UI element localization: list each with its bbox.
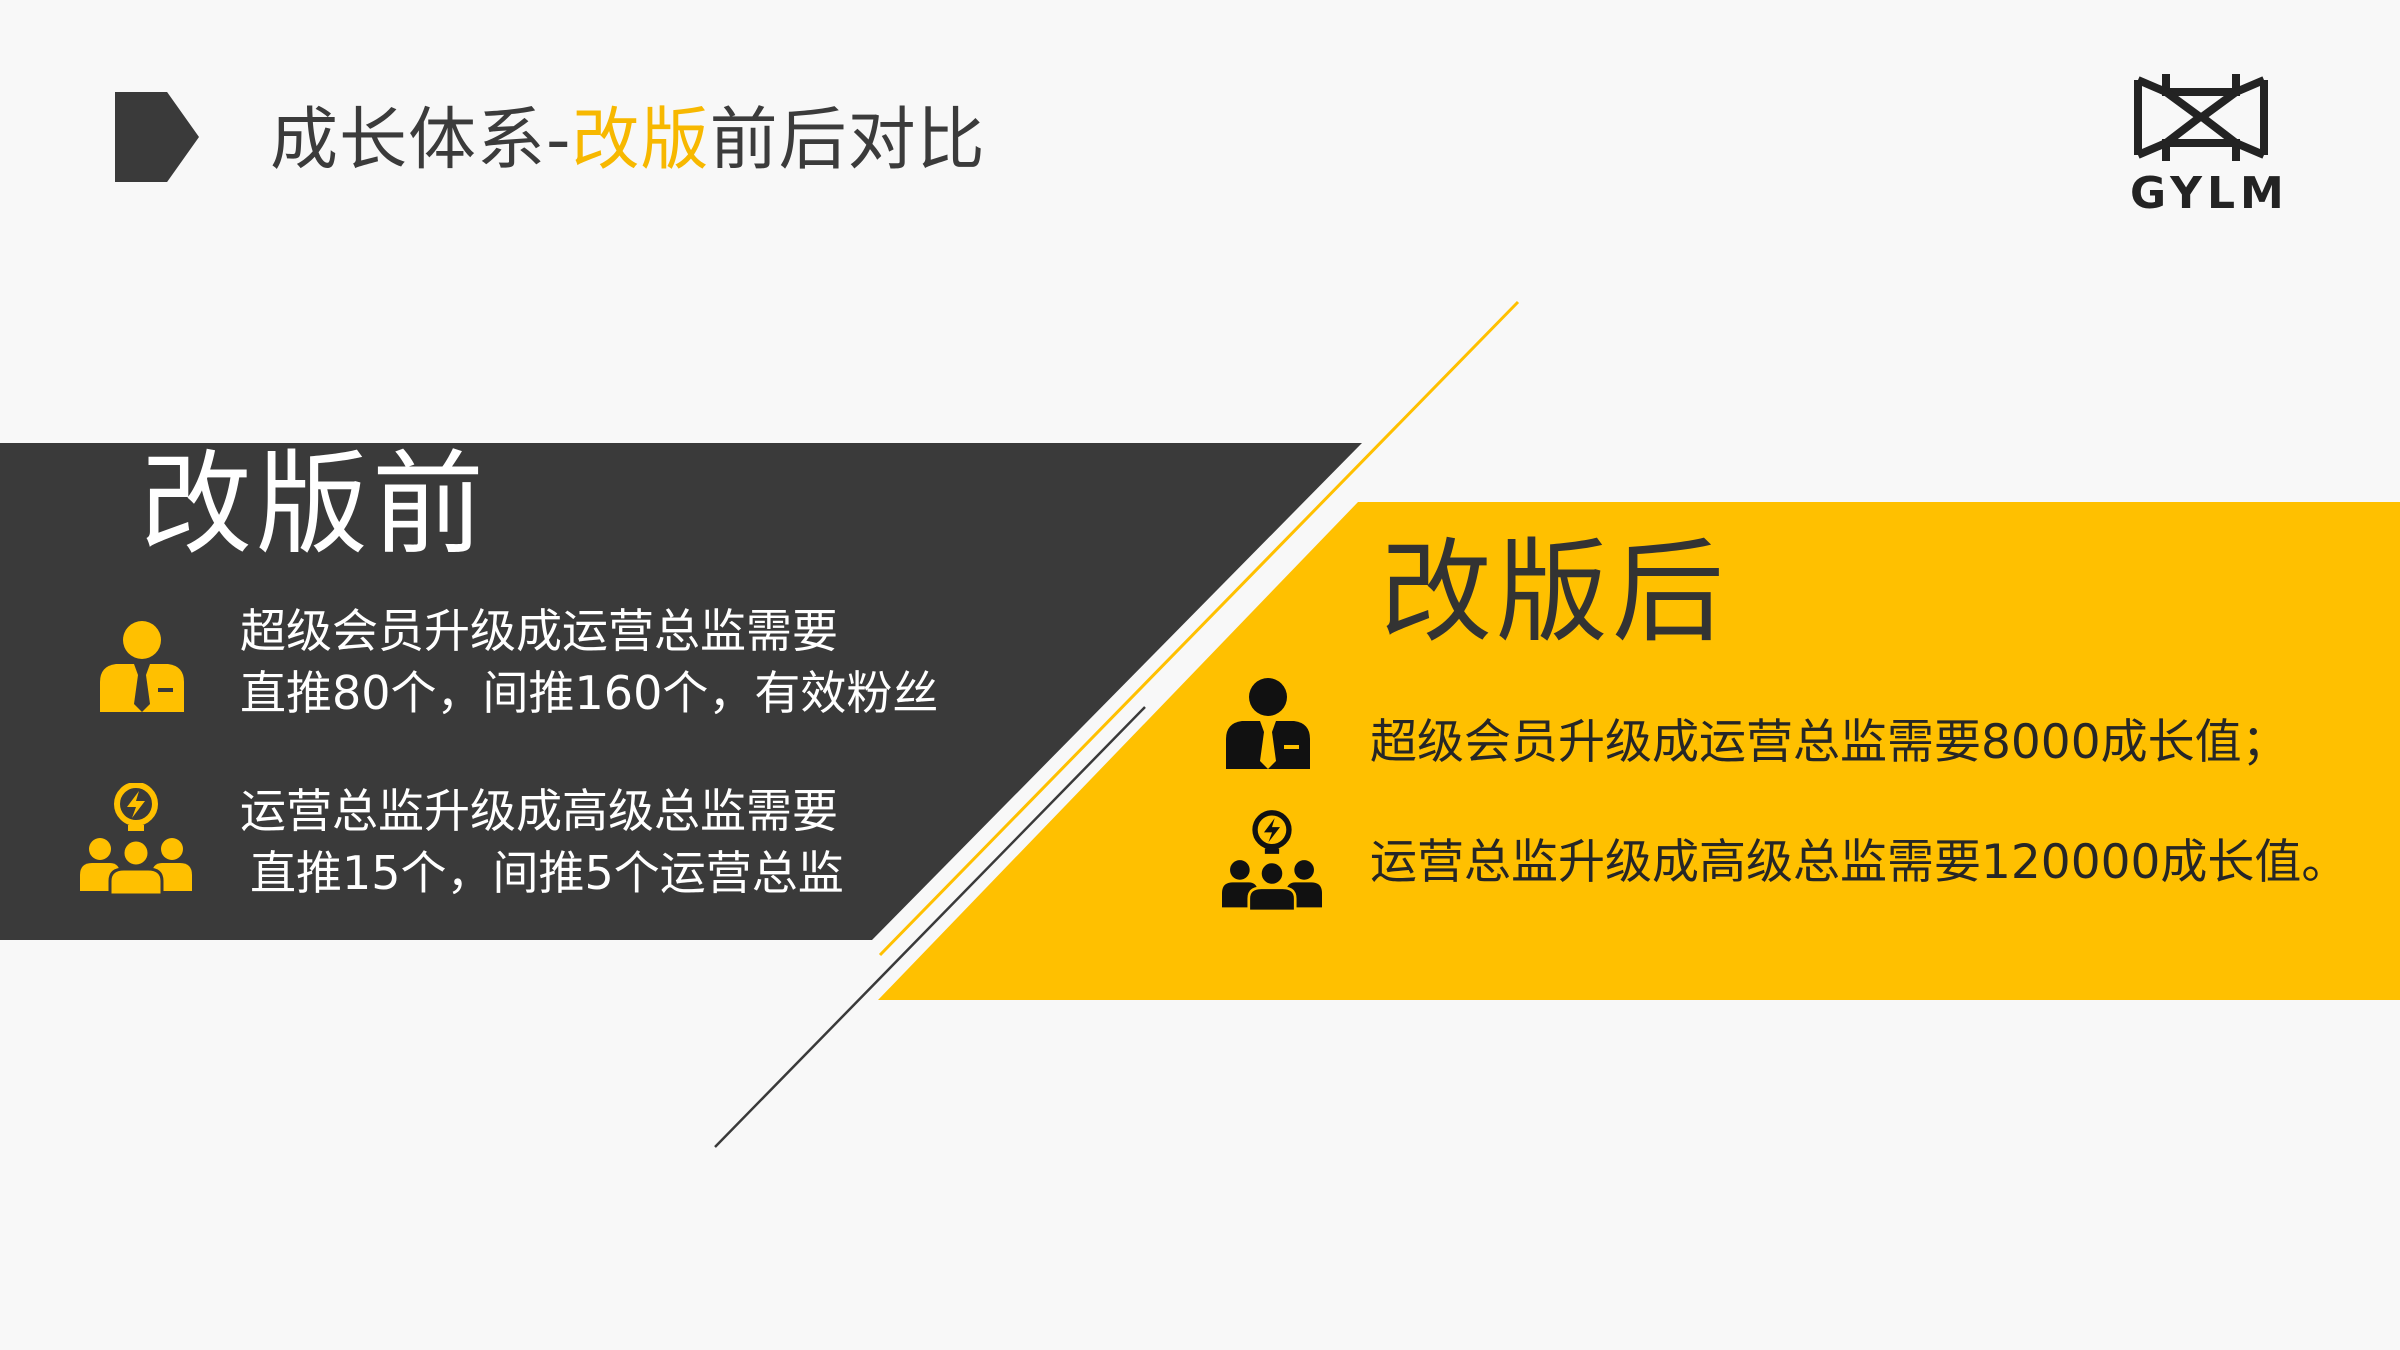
logo-text: GYLM xyxy=(2130,168,2289,219)
before-item-2-line-2: 直推15个，间推5个运营总监 xyxy=(250,846,844,900)
before-heading: 改版前 xyxy=(140,440,488,570)
accent-diagonal-line xyxy=(878,300,1520,957)
after-heading: 改版后 xyxy=(1380,528,1728,658)
after-panel xyxy=(878,502,2400,1000)
before-item-1-line-1: 超级会员升级成运营总监需要 xyxy=(240,604,838,658)
title-suffix: 前后对比 xyxy=(709,101,986,180)
after-item-2-text: 运营总监升级成高级总监需要120000成长值。 xyxy=(1370,835,2349,890)
page-title: 成长体系-改版前后对比 xyxy=(270,96,986,186)
title-highlight: 改版 xyxy=(571,101,710,180)
businessman-icon xyxy=(100,621,184,712)
dark-diagonal-line xyxy=(714,706,1146,1148)
title-prefix: 成长体系- xyxy=(270,101,572,180)
after-item-1-text: 超级会员升级成运营总监需要8000成长值； xyxy=(1370,715,2289,770)
logo: GYLM xyxy=(2130,70,2289,220)
team-idea-icon xyxy=(1222,810,1322,913)
team-idea-icon xyxy=(80,783,192,895)
logo-mark-icon xyxy=(2134,74,2268,161)
before-item-2-line-1: 运营总监升级成高级总监需要 xyxy=(240,784,838,838)
businessman-icon xyxy=(1226,678,1310,769)
before-item-1-line-2: 直推80个，间推160个，有效粉丝 xyxy=(240,666,939,720)
before-panel xyxy=(0,443,1362,940)
